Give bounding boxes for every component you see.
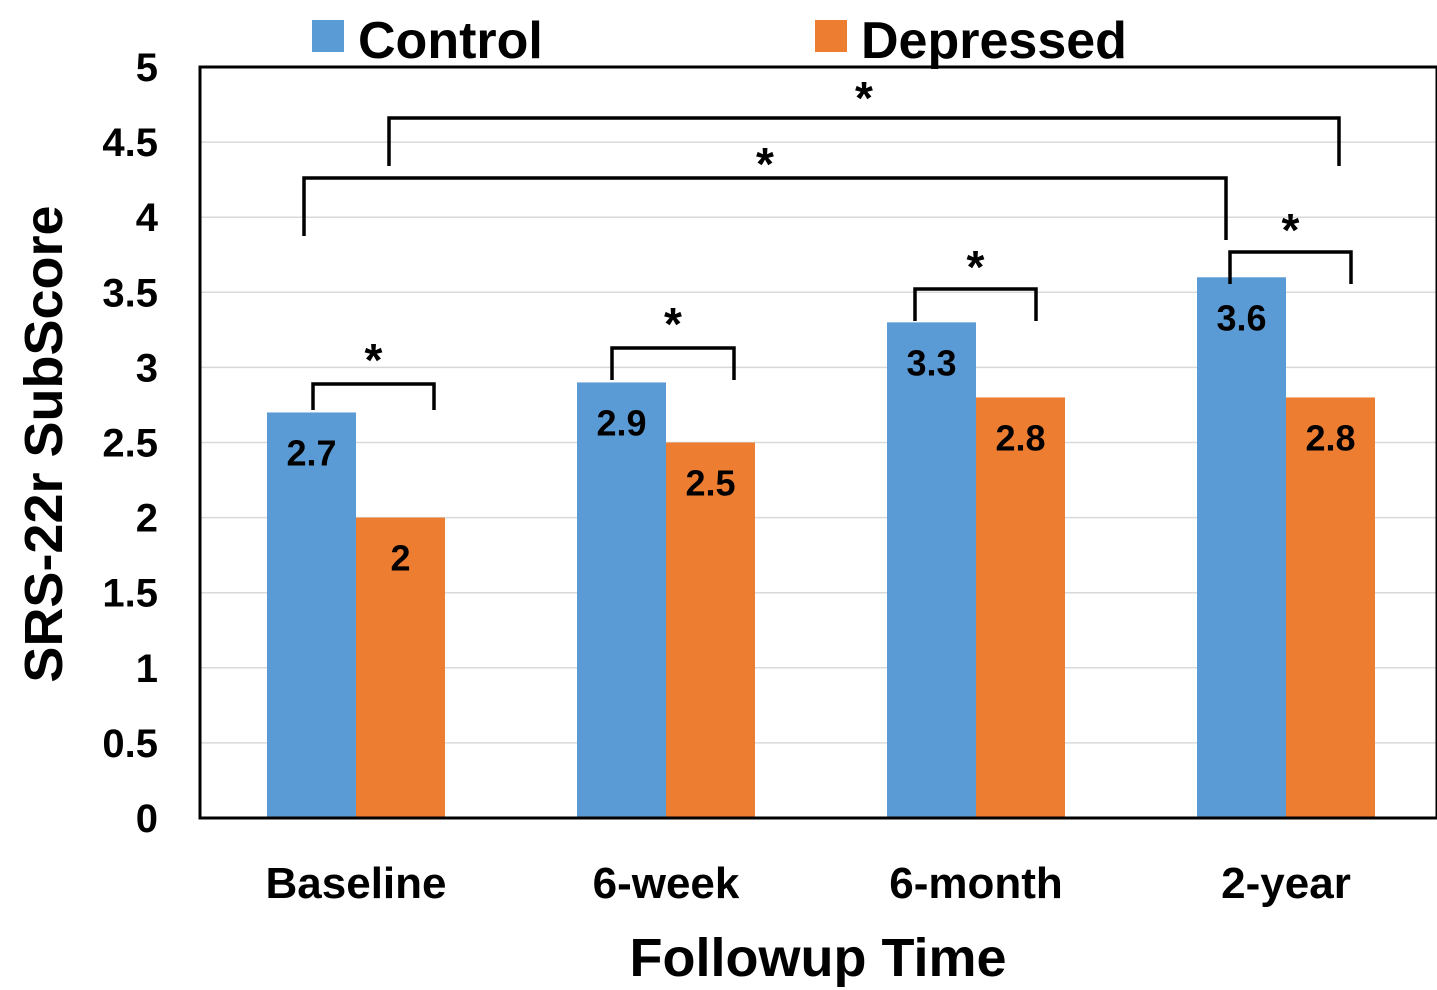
bar-control-3: [1197, 277, 1286, 818]
x-tick-label: Baseline: [266, 859, 447, 908]
data-label-depressed-2: 2.8: [995, 417, 1045, 458]
data-label-control-3: 3.6: [1216, 297, 1266, 338]
significance-bracket-1: [610, 346, 736, 380]
significance-star-3: *: [1282, 204, 1300, 256]
significance-bracket-3: [1228, 250, 1353, 284]
significance-bracket-5: [387, 116, 1341, 166]
y-tick-label: 2.5: [102, 422, 158, 466]
x-tick-label: 2-year: [1221, 859, 1351, 908]
significance-star-1: *: [664, 298, 682, 350]
y-axis-ticks: 0 0.5 1 1.5 2 2.5 3 3.5 4 4.5 5: [102, 46, 158, 841]
legend-swatch-depressed: [815, 20, 847, 52]
significance-star-2: *: [967, 241, 985, 293]
bar-depressed-3: [1286, 397, 1375, 818]
data-label-control-1: 2.9: [596, 402, 646, 443]
significance-star-0: *: [365, 334, 383, 386]
x-tick-label: 6-month: [889, 859, 1063, 908]
legend-swatch-control: [312, 20, 344, 52]
y-tick-label: 4: [136, 196, 159, 240]
y-tick-label: 3: [136, 346, 158, 390]
y-tick-label: 3.5: [102, 271, 158, 315]
y-tick-label: 2: [136, 497, 158, 541]
data-labels: 2.7 2.9 3.3 3.6 2 2.5 2.8 2.8: [286, 297, 1355, 578]
y-tick-label: 5: [136, 46, 158, 90]
bar-depressed-2: [976, 397, 1065, 818]
x-axis-categories: Baseline 6-week 6-month 2-year: [266, 859, 1351, 908]
significance-star-4: *: [756, 138, 774, 190]
legend-label-control: Control: [358, 12, 543, 70]
data-label-depressed-3: 2.8: [1305, 417, 1355, 458]
bar-depressed-1: [666, 442, 755, 818]
data-label-depressed-0: 2: [390, 538, 410, 579]
bars: [267, 277, 1375, 818]
y-tick-label: 0.5: [102, 722, 158, 766]
y-tick-label: 1: [136, 647, 158, 691]
y-tick-label: 1.5: [102, 572, 158, 616]
data-label-control-0: 2.7: [286, 432, 336, 473]
significance-bracket-2: [913, 287, 1038, 321]
bar-control-1: [577, 382, 666, 818]
significance-bracket-4: [302, 176, 1228, 240]
y-tick-label: 4.5: [102, 121, 158, 165]
plot-frame: [198, 65, 1437, 820]
significance-star-5: *: [855, 72, 873, 124]
x-axis-title: Followup Time: [630, 928, 1007, 988]
bar-control-2: [887, 322, 976, 818]
bar-control-0: [267, 412, 356, 818]
significance-bracket-0: [311, 382, 436, 410]
legend-label-depressed: Depressed: [861, 12, 1127, 70]
y-axis-title: SRS-22r SubScore: [14, 205, 74, 682]
data-label-control-2: 3.3: [906, 342, 956, 383]
y-tick-label: 0: [136, 797, 158, 841]
data-label-depressed-1: 2.5: [685, 463, 735, 504]
x-tick-label: 6-week: [593, 859, 740, 908]
significance-brackets: * * * * * *: [302, 72, 1353, 410]
legend: Control Depressed: [312, 12, 1127, 70]
bar-depressed-0: [356, 517, 445, 818]
